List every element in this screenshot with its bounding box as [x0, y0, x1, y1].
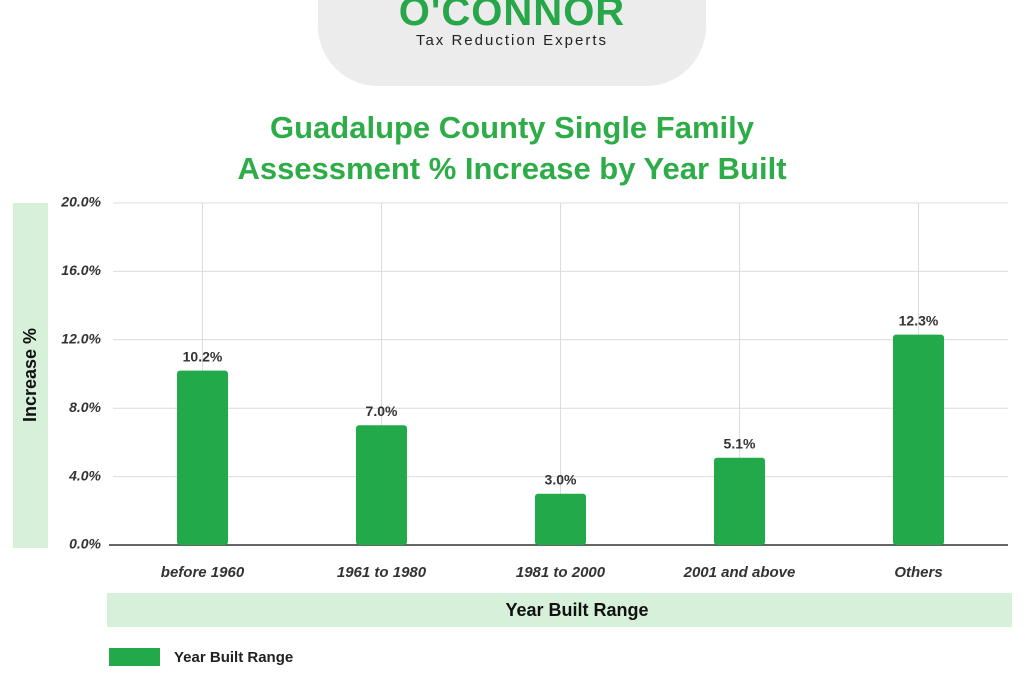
y-tick-label: 16.0% — [61, 262, 101, 278]
data-label: 10.2% — [183, 348, 223, 364]
x-tick-label: 1981 to 2000 — [516, 564, 606, 581]
bar — [177, 370, 228, 545]
y-axis-label: Increase % — [20, 328, 40, 422]
legend-swatch — [109, 648, 160, 666]
chart-title-line-2: Assessment % Increase by Year Built — [237, 151, 787, 186]
data-label: 12.3% — [899, 312, 939, 328]
x-axis-band — [107, 593, 1012, 627]
x-tick-label: Others — [894, 564, 942, 581]
data-label: 7.0% — [366, 403, 398, 419]
x-tick-labels: before 1960 1961 to 1980 1981 to 2000 2001 … — [161, 564, 943, 581]
y-tick-label: 12.0% — [61, 331, 101, 347]
y-tick-label: 0.0% — [69, 536, 101, 552]
bar — [535, 493, 586, 545]
y-tick-label: 20.0% — [60, 194, 101, 210]
bar — [714, 457, 765, 545]
chart-title: Guadalupe County Single Family Assessmen… — [0, 107, 1024, 189]
bar — [356, 425, 407, 545]
y-axis-band — [13, 203, 48, 548]
x-tick-label: 1961 to 1980 — [337, 564, 427, 581]
data-label: 3.0% — [545, 471, 577, 487]
legend-label: Year Built Range — [174, 649, 293, 666]
data-label: 5.1% — [724, 435, 756, 451]
x-axis-label: Year Built Range — [505, 600, 648, 620]
y-tick-label: 8.0% — [69, 399, 101, 415]
bars — [177, 334, 944, 545]
logo-tab: O'CONNOR Tax Reduction Experts — [318, 0, 706, 86]
y-tick-label: 4.0% — [68, 467, 101, 483]
bar — [893, 334, 944, 545]
logo-tagline: Tax Reduction Experts — [415, 32, 609, 49]
chart-title-line-1: Guadalupe County Single Family — [269, 110, 754, 145]
logo-wordmark: O'CONNOR — [398, 0, 626, 34]
x-tick-label: before 1960 — [161, 564, 245, 581]
x-tick-label: 2001 and above — [683, 564, 796, 581]
y-tick-labels: 0.0% 4.0% 8.0% 12.0% 16.0% 20.0% — [60, 194, 101, 552]
data-labels: 10.2% 7.0% 3.0% 5.1% 12.3% — [183, 312, 939, 487]
